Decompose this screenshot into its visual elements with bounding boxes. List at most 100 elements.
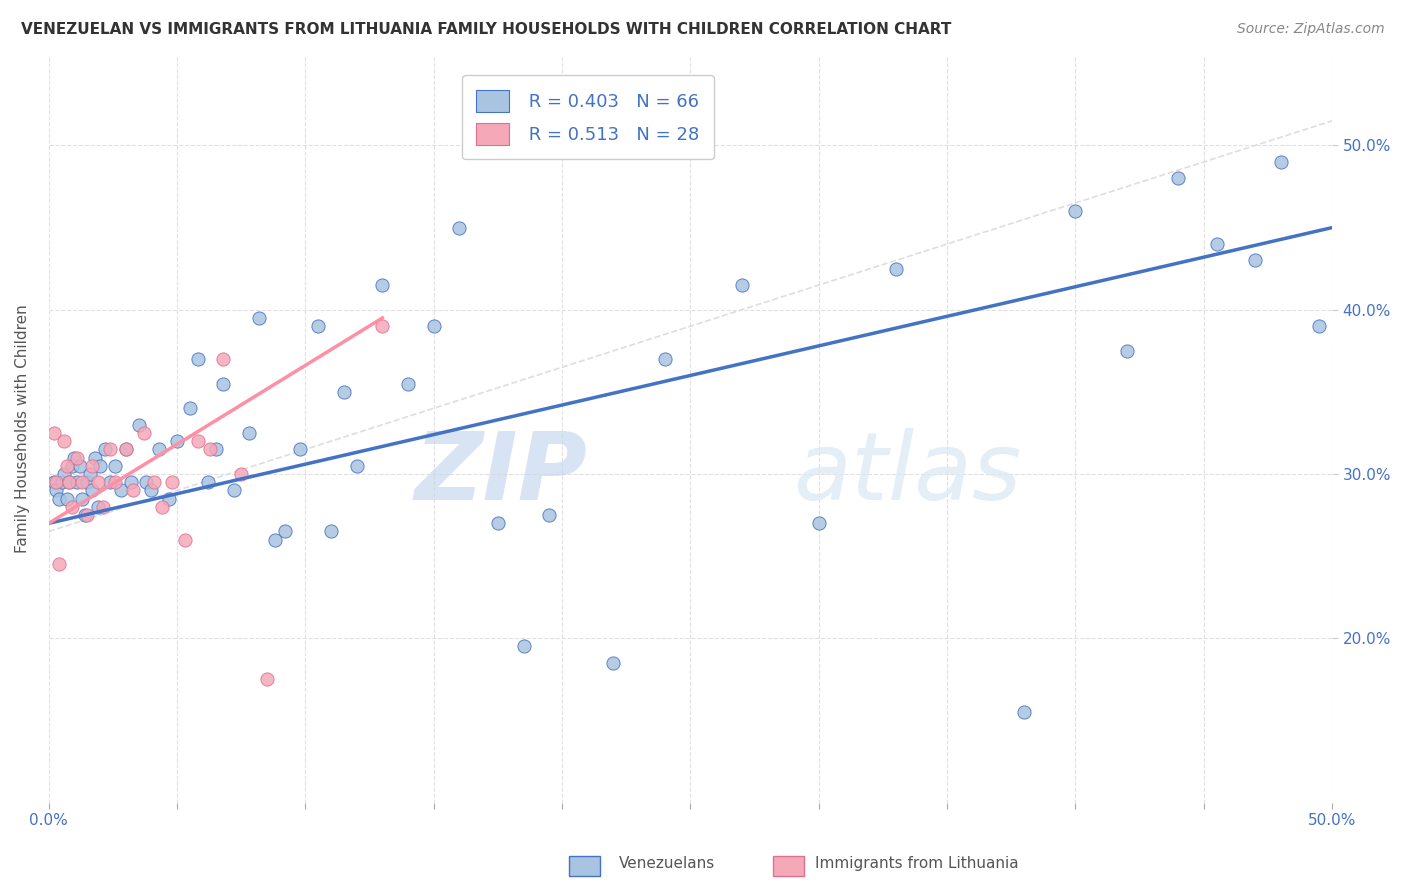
Point [486,516,509,531]
Point [1115,343,1137,358]
Point [807,516,830,531]
Point [274,524,297,539]
Text: Immigrants from Lithuania: Immigrants from Lithuania [815,856,1019,871]
Point [79,467,101,481]
Point [231,467,253,481]
Point [84,450,107,465]
Point [66,475,89,490]
Point [110,483,132,498]
Point [143,475,166,490]
Point [512,640,534,654]
Text: Venezuelans: Venezuelans [619,856,714,871]
Point [82,483,104,498]
Point [66,450,89,465]
Point [148,442,170,457]
Point [160,475,183,490]
Point [51,475,73,490]
Text: VENEZUELAN VS IMMIGRANTS FROM LITHUANIA FAMILY HOUSEHOLDS WITH CHILDREN CORRELAT: VENEZUELAN VS IMMIGRANTS FROM LITHUANIA … [21,22,952,37]
Point [70,491,93,506]
Point [48,491,70,506]
Point [53,434,76,449]
Point [86,475,108,490]
Point [98,475,121,490]
Point [70,475,93,490]
Point [69,458,91,473]
Text: ZIP: ZIP [415,427,588,520]
Text: Source: ZipAtlas.com: Source: ZipAtlas.com [1237,22,1385,37]
Point [422,319,444,334]
Point [166,434,188,449]
Point [82,458,104,473]
Point [86,500,108,514]
Point [371,319,394,334]
Point [222,483,245,498]
Point [538,508,561,522]
Point [104,458,127,473]
Point [157,491,180,506]
Point [1167,171,1189,186]
Point [307,319,329,334]
Point [197,475,219,490]
Point [122,483,145,498]
Point [319,524,342,539]
Point [333,384,356,399]
Point [654,351,676,366]
Point [45,483,67,498]
Point [179,401,201,416]
Y-axis label: Family Households with Children: Family Households with Children [15,304,30,553]
Point [114,442,136,457]
Point [602,656,624,670]
Point [173,533,195,547]
Point [58,475,80,490]
Point [45,475,67,490]
Point [204,442,226,457]
Point [135,475,157,490]
Point [247,310,270,325]
Point [60,458,83,473]
Point [290,442,312,457]
Point [42,475,65,490]
Point [200,442,222,457]
Point [48,558,70,572]
Point [150,500,173,514]
Point [238,425,260,440]
Point [128,417,150,432]
Point [98,442,121,457]
Point [371,278,394,293]
Point [104,475,127,490]
Point [212,351,235,366]
Point [346,458,368,473]
Point [63,450,86,465]
Point [1270,155,1292,169]
Point [1012,705,1035,719]
Point [212,376,235,391]
Point [55,458,77,473]
Point [141,483,163,498]
Point [187,434,209,449]
Point [94,442,117,457]
Point [132,425,155,440]
Point [1064,204,1087,219]
Point [42,425,65,440]
Point [58,475,80,490]
Point [449,220,471,235]
Point [120,475,142,490]
Point [76,475,98,490]
Point [187,351,209,366]
Point [89,458,111,473]
Point [396,376,419,391]
Point [73,508,96,522]
Point [114,442,136,457]
Point [53,467,76,481]
Point [884,261,907,276]
Legend:  R = 0.403   N = 66,  R = 0.513   N = 28: R = 0.403 N = 66, R = 0.513 N = 28 [463,76,714,159]
Point [55,491,77,506]
Text: atlas: atlas [793,428,1021,519]
Point [60,500,83,514]
Point [256,673,278,687]
Point [731,278,754,293]
Point [1205,237,1227,252]
Point [1308,319,1330,334]
Point [76,508,98,522]
Point [91,500,114,514]
